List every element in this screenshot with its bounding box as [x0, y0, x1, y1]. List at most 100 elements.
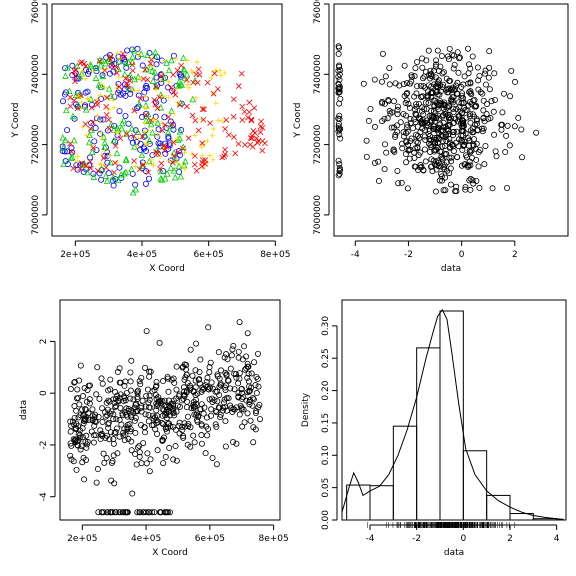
data-point	[132, 185, 140, 193]
data-point	[466, 88, 473, 95]
data-point	[176, 70, 183, 77]
data-point	[78, 443, 85, 450]
data-point	[193, 340, 200, 347]
data-point	[173, 386, 180, 393]
data-point	[384, 115, 391, 122]
data-point	[160, 460, 167, 467]
data-point	[425, 88, 432, 95]
data-point	[231, 134, 237, 141]
data-point	[118, 421, 125, 428]
data-point	[74, 62, 81, 69]
x-tick-label: 0	[459, 250, 465, 260]
data-point	[101, 84, 108, 91]
data-point	[210, 126, 217, 132]
data-point	[213, 423, 220, 430]
data-point	[450, 99, 457, 106]
data-point	[408, 72, 415, 79]
data-point	[246, 99, 253, 106]
data-point	[72, 73, 78, 79]
data-point	[424, 92, 431, 99]
data-point	[71, 97, 77, 104]
data-point	[201, 106, 207, 113]
data-point	[163, 59, 170, 66]
data-point	[130, 47, 138, 54]
data-point	[465, 80, 472, 87]
data-point	[67, 103, 74, 110]
data-point	[183, 70, 191, 78]
data-point	[198, 440, 205, 447]
data-point	[141, 424, 148, 431]
data-point	[475, 163, 482, 170]
data-point	[431, 103, 438, 110]
data-point	[223, 117, 230, 123]
data-point	[398, 140, 405, 147]
data-point	[138, 404, 145, 411]
data-point	[238, 395, 245, 402]
data-point	[147, 368, 154, 375]
data-point	[143, 328, 150, 335]
data-point	[104, 159, 111, 166]
data-point	[417, 164, 424, 171]
data-point	[429, 88, 436, 95]
data-point	[91, 138, 98, 145]
data-point	[492, 96, 499, 103]
data-point	[255, 383, 262, 390]
data-point	[198, 432, 205, 439]
data-point	[93, 64, 100, 71]
data-point	[77, 362, 84, 369]
data-point	[177, 73, 184, 80]
data-point	[113, 402, 120, 409]
data-point	[86, 131, 93, 139]
data-point	[465, 162, 472, 169]
data-point	[186, 85, 192, 91]
data-point	[257, 129, 264, 136]
data-point	[153, 83, 160, 90]
data-point	[137, 75, 143, 82]
data-point	[146, 137, 153, 144]
data-point	[117, 379, 124, 386]
data-point	[104, 66, 110, 72]
data-point	[137, 50, 145, 57]
data-point	[459, 117, 466, 124]
data-point	[119, 509, 126, 516]
data-point	[335, 89, 342, 96]
data-point	[250, 424, 257, 431]
data-point	[336, 76, 343, 83]
data-point	[174, 136, 182, 143]
data-point	[107, 158, 114, 166]
data-point	[143, 460, 150, 467]
data-point	[127, 78, 133, 84]
data-point	[145, 411, 152, 418]
data-point	[401, 62, 408, 69]
data-point	[244, 363, 251, 370]
data-point	[210, 90, 217, 97]
data-point	[206, 369, 213, 376]
data-point	[70, 165, 77, 172]
data-point	[71, 421, 78, 428]
histogram-bars	[346, 310, 558, 521]
data-point	[473, 117, 480, 124]
data-point	[454, 154, 461, 161]
data-point	[113, 64, 120, 71]
data-point	[132, 402, 139, 409]
data-point	[214, 373, 221, 380]
x-tick-label: 2e+05	[60, 250, 90, 260]
data-point	[94, 96, 100, 102]
data-point	[476, 184, 483, 191]
data-point	[138, 151, 146, 158]
data-point	[336, 63, 343, 70]
data-point	[182, 374, 189, 381]
data-point	[438, 52, 445, 59]
y-axis: 7000000 7200000 7400000 7600000 Y Coord	[293, 0, 330, 235]
data-point	[181, 74, 189, 81]
data-point	[431, 148, 438, 155]
data-point	[194, 79, 201, 86]
data-point	[180, 433, 187, 440]
data-point	[337, 135, 344, 142]
x-tick-label: 6e+05	[195, 534, 225, 544]
data-point	[114, 50, 120, 56]
data-point	[459, 120, 466, 127]
data-point	[236, 411, 243, 418]
data-point	[160, 378, 167, 385]
data-point	[456, 116, 463, 123]
